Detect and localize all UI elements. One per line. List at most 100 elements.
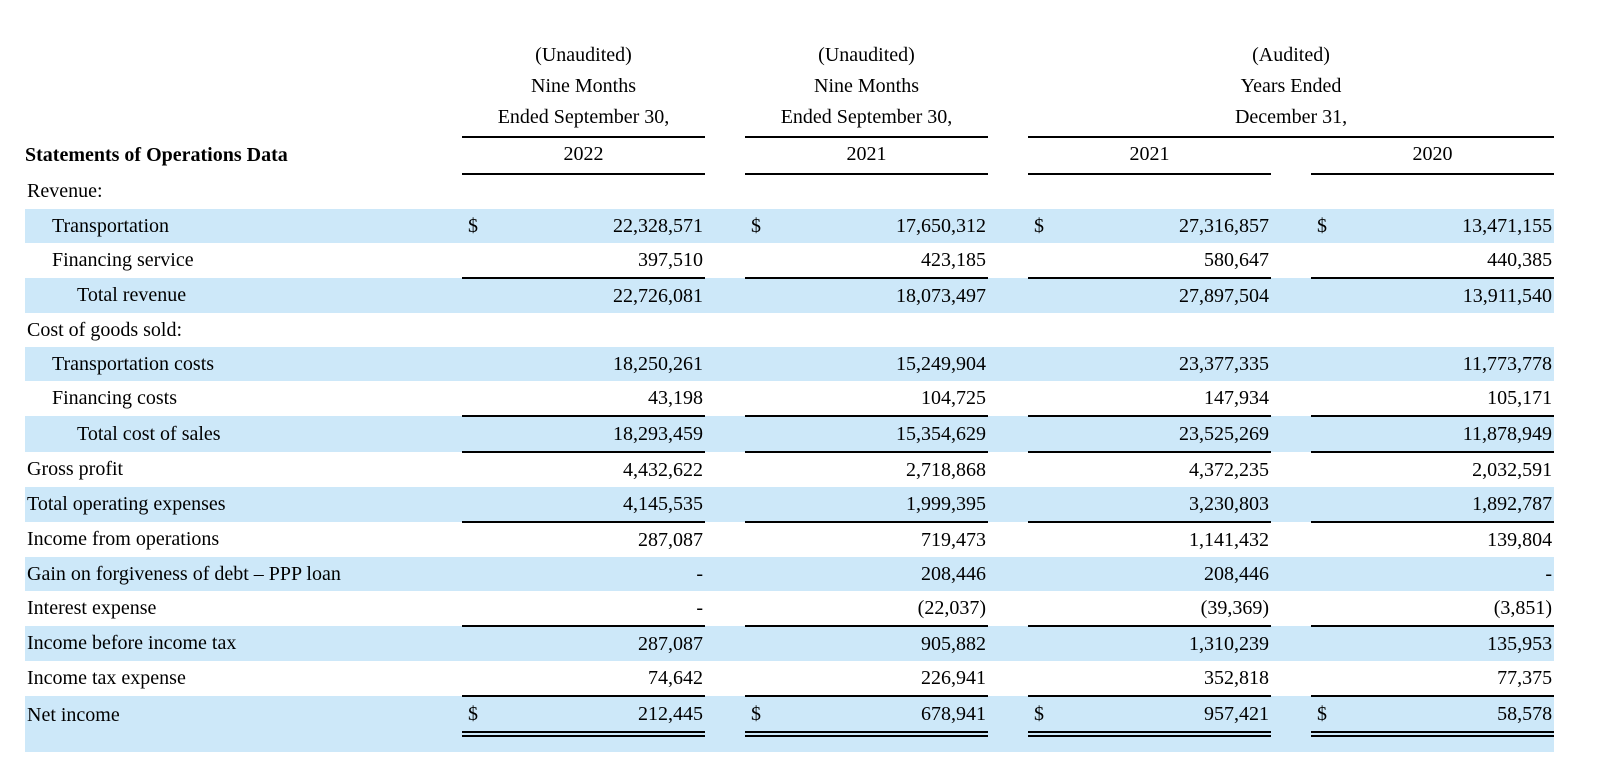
row-label: Total operating expenses	[27, 493, 226, 515]
column-gap	[988, 522, 1028, 557]
column-gap	[1271, 487, 1311, 522]
value-cell: 3,230,803	[1058, 487, 1271, 523]
dollar-sign-cell	[745, 557, 775, 591]
dollar-sign-cell	[462, 278, 492, 313]
audit-status-label: (Unaudited)	[535, 44, 632, 66]
dollar-sign-cell	[462, 522, 492, 557]
dollar-sign-cell: $	[468, 214, 478, 237]
table-row: Transportation $22,328,571 $17,650,312 $27,…	[25, 209, 1555, 243]
dollar-sign-cell	[1028, 416, 1058, 453]
audit-status-label: (Unaudited)	[818, 44, 915, 66]
column-gap	[1271, 557, 1311, 591]
value-cell: 23,525,269	[1058, 416, 1271, 453]
value-cell: 15,354,629	[775, 416, 988, 453]
row-label: Financing service	[52, 249, 194, 271]
column-gap	[1271, 174, 1311, 209]
value-cell: 13,471,155	[1462, 214, 1553, 237]
column-gap	[705, 591, 745, 626]
column-gap	[1271, 661, 1311, 696]
dollar-sign-cell: $	[1311, 696, 1341, 737]
value-cell: 27,316,857	[1179, 214, 1269, 237]
dollar-sign-cell: $	[1034, 214, 1044, 237]
table-row: Financing service 397,510 423,185 580,647 44…	[25, 243, 1555, 279]
row-label: Financing costs	[52, 387, 177, 409]
dollar-sign-cell	[745, 313, 775, 347]
value-cell: 2,032,591	[1472, 458, 1553, 481]
table-row: Total cost of sales 18,293,459 15,354,629 2…	[25, 416, 1555, 453]
table-row: Income tax expense 74,642 226,941 352,818 77…	[25, 661, 1555, 697]
audit-status-label: (Audited)	[1252, 44, 1330, 66]
row-label: Net income	[27, 703, 120, 726]
spacer-cell	[25, 734, 1554, 752]
column-gap	[1271, 416, 1311, 452]
dollar-sign-cell	[1028, 347, 1058, 381]
column-gap	[705, 174, 745, 209]
column-gap	[1271, 209, 1311, 243]
dollar-sign-cell	[1028, 626, 1058, 661]
header-gap	[1271, 137, 1311, 174]
column-gap	[705, 416, 745, 452]
table-row: Income before income tax 287,087 905,882 1,…	[25, 626, 1555, 661]
dollar-sign-cell	[1311, 416, 1341, 453]
period-label: Ended September 30,	[497, 106, 670, 128]
value-cell: 905,882	[921, 632, 986, 655]
value-cell: 208,446	[1204, 562, 1269, 585]
column-gap	[705, 487, 745, 522]
column-group-unaudited-9m-2021: (Unaudited) Nine Months Ended September …	[745, 40, 988, 138]
row-label: Income before income tax	[27, 632, 237, 654]
column-gap	[988, 696, 1028, 734]
value-cell: 1,310,239	[1189, 632, 1269, 655]
value-cell: 147,934	[1058, 381, 1271, 417]
value-cell	[775, 313, 988, 347]
dollar-sign-cell	[745, 661, 775, 697]
column-gap	[705, 626, 745, 661]
column-group-audited-years: (Audited) Years Ended December 31,	[1028, 40, 1555, 138]
dollar-sign-cell	[462, 174, 492, 209]
column-gap	[988, 416, 1028, 452]
dollar-sign-cell	[1311, 661, 1341, 697]
dollar-sign-cell	[745, 174, 775, 209]
column-gap	[1271, 591, 1311, 626]
dollar-sign-cell	[1311, 278, 1341, 313]
dollar-sign-cell	[1311, 313, 1341, 347]
dollar-sign-cell	[462, 557, 492, 591]
table-row: Gross profit 4,432,622 2,718,868 4,372,235 2…	[25, 452, 1554, 487]
header-gap	[705, 137, 745, 174]
dollar-sign-cell	[462, 243, 492, 279]
year-column-2021-fy: 2021	[1028, 137, 1271, 175]
value-cell: 139,804	[1487, 528, 1553, 551]
table-row: Transportation costs 18,250,261 15,249,904…	[25, 347, 1555, 381]
dollar-sign-cell: $	[745, 696, 775, 737]
dollar-sign-cell: $	[462, 696, 492, 737]
year-column-2022: 2022	[462, 137, 705, 175]
header-gap	[988, 40, 1028, 137]
dollar-sign-cell	[462, 416, 492, 453]
value-cell: 1,999,395	[775, 487, 988, 523]
column-gap	[1271, 626, 1311, 661]
dollar-sign-cell	[745, 243, 775, 279]
column-gap	[988, 347, 1028, 381]
spacer-row	[25, 734, 1555, 752]
table-row: Revenue:	[25, 174, 1554, 209]
column-gap	[705, 313, 745, 347]
value-cell	[492, 313, 705, 347]
value-cell: (39,369)	[1058, 591, 1271, 627]
row-label: Total cost of sales	[77, 422, 221, 445]
value-cell: 27,897,504	[1179, 284, 1269, 307]
column-gap	[988, 174, 1028, 209]
value-cell: 22,328,571	[613, 214, 703, 237]
dollar-sign-cell	[462, 347, 492, 381]
column-gap	[705, 522, 745, 557]
dollar-sign-cell	[1028, 452, 1058, 487]
column-gap	[988, 591, 1028, 626]
dollar-sign-cell	[462, 313, 492, 347]
value-cell	[492, 174, 705, 209]
dollar-sign-cell: $	[1028, 696, 1058, 737]
dollar-sign-cell	[1311, 626, 1341, 661]
year-column-2021-9m: 2021	[745, 137, 988, 175]
period-label: December 31,	[1234, 106, 1348, 128]
dollar-sign-cell	[1028, 313, 1058, 347]
period-label: Nine Months	[531, 75, 636, 97]
dollar-sign-cell	[1311, 487, 1341, 523]
column-gap	[1271, 243, 1311, 278]
